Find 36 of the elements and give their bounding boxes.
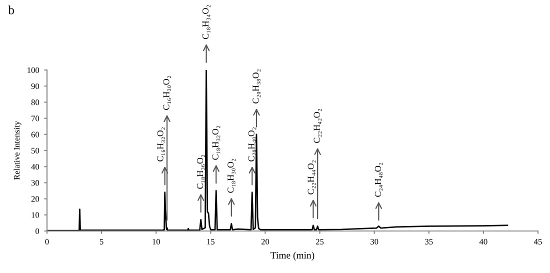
y-tick-label: 100 <box>28 67 40 73</box>
x-tick-label: 15 <box>207 238 215 245</box>
annotation: C₁₆H₃₀O₂ <box>163 76 172 110</box>
annotation: C₁₈H₃₀O₂ <box>228 158 236 193</box>
y-tick-label: 80 <box>31 100 40 106</box>
y-tick-label: 90 <box>31 83 40 90</box>
x-tick-label: 20 <box>261 238 270 245</box>
annotation: C₁₆H₃₂O₂ <box>157 127 166 162</box>
annotation: C₁₈H₃₄O₂ <box>202 5 210 40</box>
y-axis-title: Relative Intensity <box>14 121 22 180</box>
x-tick-label: 30 <box>370 238 378 245</box>
y-tick-label: 10 <box>32 212 40 218</box>
x-tick-label: 10 <box>152 238 160 245</box>
annotation: C₂₀H₃₈O₂ <box>252 70 261 104</box>
annotation: C₂₂H₄₂O₂ <box>314 108 322 143</box>
x-tick-label: 5 <box>100 238 104 245</box>
line-series <box>47 70 508 231</box>
annotation: C₂₀H₄₀O₂ <box>248 127 256 162</box>
y-tick-label: 0 <box>36 228 40 234</box>
y-tick-label: 70 <box>32 116 40 122</box>
y-tick-label: 50 <box>32 148 40 154</box>
x-tick-label: 40 <box>479 238 488 245</box>
annotation: C₁₈H₃₆O₂ <box>197 154 205 189</box>
x-tick-label: 35 <box>425 238 433 245</box>
y-tick-label: 60 <box>31 132 40 138</box>
x-axis-title: Time (min) <box>270 252 314 261</box>
y-tick-label: 40 <box>31 164 40 170</box>
chart-title: b <box>8 5 14 14</box>
x-tick-label: 45 <box>534 238 542 245</box>
annotation: C₂₄H₄₈O₂ <box>374 162 383 197</box>
y-tick-label: 30 <box>31 180 40 186</box>
y-tick-label: 20 <box>31 196 40 202</box>
x-tick-label: 25 <box>316 238 324 245</box>
annotation: C₂₂H₄₄O₂ <box>308 160 316 194</box>
x-tick-label: 0 <box>45 238 49 245</box>
annotation: C₁₈H₃₂O₂ <box>212 126 220 160</box>
